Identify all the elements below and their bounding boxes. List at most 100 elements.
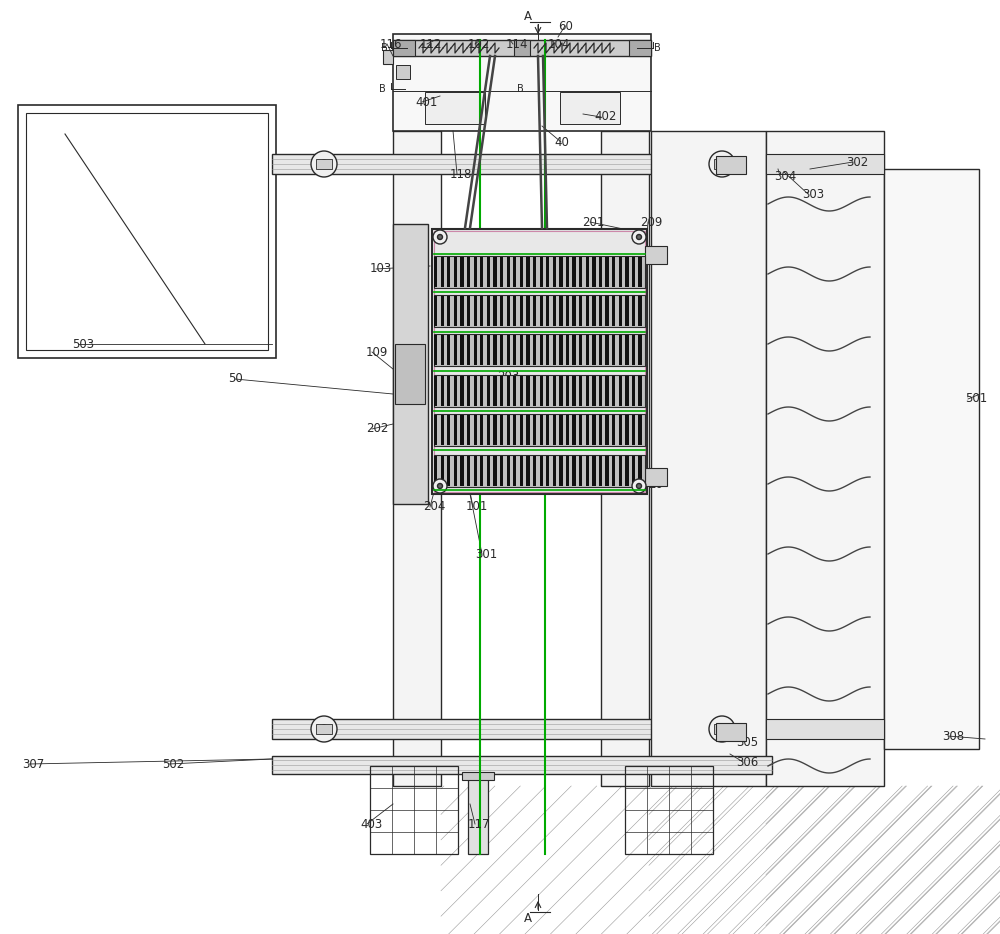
Bar bbox=[553, 376, 556, 406]
Bar bbox=[316, 724, 332, 734]
Bar bbox=[579, 257, 582, 287]
Text: 101: 101 bbox=[466, 501, 488, 514]
Text: B: B bbox=[381, 43, 388, 53]
Bar bbox=[601, 131, 649, 786]
Circle shape bbox=[320, 725, 328, 733]
Bar bbox=[599, 456, 602, 486]
Bar bbox=[454, 257, 457, 287]
Bar bbox=[526, 335, 530, 365]
Bar bbox=[629, 40, 651, 56]
Bar bbox=[434, 414, 645, 446]
Bar bbox=[586, 335, 589, 365]
Bar bbox=[546, 415, 549, 445]
Bar bbox=[460, 456, 464, 486]
Bar bbox=[432, 229, 647, 494]
Bar bbox=[605, 296, 609, 326]
Bar bbox=[467, 296, 470, 326]
Text: 308: 308 bbox=[942, 729, 964, 743]
Circle shape bbox=[718, 160, 726, 168]
Text: 112: 112 bbox=[420, 37, 442, 50]
Bar bbox=[553, 335, 556, 365]
Text: 116: 116 bbox=[380, 37, 402, 50]
Bar bbox=[553, 257, 556, 287]
Text: 118: 118 bbox=[450, 167, 472, 180]
Bar bbox=[370, 766, 458, 854]
Circle shape bbox=[311, 716, 337, 742]
Bar bbox=[513, 296, 516, 326]
Bar bbox=[579, 376, 582, 406]
Bar bbox=[638, 296, 642, 326]
Bar bbox=[474, 296, 477, 326]
Text: 304: 304 bbox=[774, 169, 796, 182]
Bar bbox=[474, 257, 477, 287]
Bar bbox=[434, 231, 645, 492]
Bar bbox=[520, 376, 523, 406]
Bar bbox=[559, 376, 563, 406]
Bar bbox=[520, 456, 523, 486]
Bar bbox=[383, 50, 393, 64]
Bar bbox=[716, 156, 746, 174]
Text: 201: 201 bbox=[582, 216, 604, 229]
Bar bbox=[714, 159, 730, 169]
Bar bbox=[632, 376, 635, 406]
Bar bbox=[493, 335, 497, 365]
Bar bbox=[579, 335, 582, 365]
Bar bbox=[18, 105, 276, 358]
Bar bbox=[612, 456, 615, 486]
Bar bbox=[651, 131, 766, 786]
Bar bbox=[396, 65, 410, 79]
Bar bbox=[393, 40, 415, 56]
Bar bbox=[454, 415, 457, 445]
Text: 305: 305 bbox=[736, 735, 758, 748]
Bar bbox=[507, 296, 510, 326]
Bar bbox=[26, 113, 268, 350]
Bar bbox=[632, 456, 635, 486]
Bar bbox=[272, 756, 772, 774]
Bar bbox=[316, 159, 332, 169]
Bar bbox=[625, 415, 629, 445]
Bar bbox=[619, 376, 622, 406]
Circle shape bbox=[433, 479, 447, 493]
Bar bbox=[625, 296, 629, 326]
Bar bbox=[632, 335, 635, 365]
Bar bbox=[540, 376, 543, 406]
Bar bbox=[625, 335, 629, 365]
Bar bbox=[513, 376, 516, 406]
Bar bbox=[441, 415, 444, 445]
Bar bbox=[559, 296, 563, 326]
Bar bbox=[526, 296, 530, 326]
Circle shape bbox=[438, 484, 442, 488]
Text: 302: 302 bbox=[846, 155, 868, 168]
Bar bbox=[507, 335, 510, 365]
Text: 202: 202 bbox=[366, 422, 388, 435]
Bar bbox=[533, 335, 536, 365]
Text: 60: 60 bbox=[558, 20, 573, 33]
Bar bbox=[447, 415, 450, 445]
Bar bbox=[434, 415, 437, 445]
Bar bbox=[447, 376, 450, 406]
Bar bbox=[393, 40, 651, 56]
Bar bbox=[520, 296, 523, 326]
Bar bbox=[460, 335, 464, 365]
Circle shape bbox=[433, 230, 447, 244]
Bar bbox=[526, 456, 530, 486]
Bar bbox=[480, 376, 483, 406]
Bar bbox=[513, 415, 516, 445]
Bar bbox=[612, 335, 615, 365]
Bar bbox=[467, 335, 470, 365]
Bar bbox=[493, 257, 497, 287]
Bar bbox=[572, 415, 576, 445]
Bar bbox=[638, 335, 642, 365]
Bar bbox=[272, 154, 772, 174]
Bar bbox=[884, 169, 979, 749]
Bar bbox=[553, 415, 556, 445]
Bar bbox=[487, 415, 490, 445]
Bar bbox=[559, 415, 563, 445]
Bar bbox=[447, 296, 450, 326]
Bar bbox=[572, 296, 576, 326]
Bar bbox=[447, 335, 450, 365]
Bar bbox=[480, 296, 483, 326]
Text: 402: 402 bbox=[594, 110, 616, 123]
Bar bbox=[474, 335, 477, 365]
Bar bbox=[514, 40, 530, 56]
